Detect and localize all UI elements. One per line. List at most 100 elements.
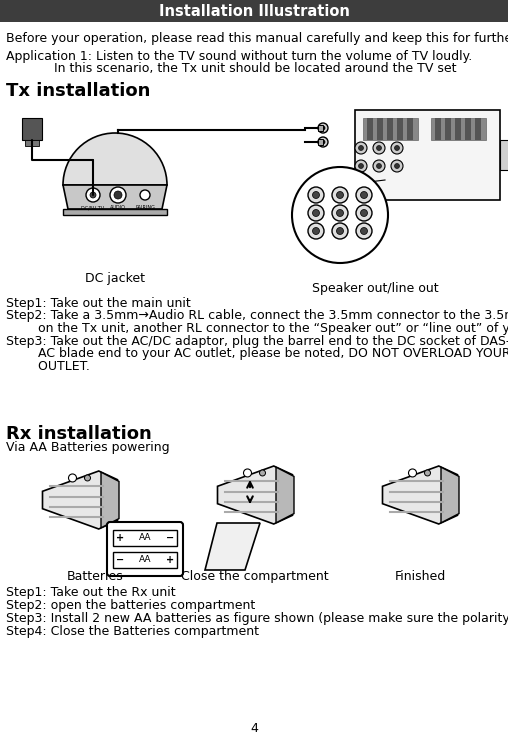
Text: −: − xyxy=(116,555,124,565)
Text: Rx installation: Rx installation xyxy=(6,425,152,443)
Circle shape xyxy=(356,205,372,221)
Circle shape xyxy=(312,209,320,217)
Text: on the Tx unit, another RL connector to the “Speaker out” or “line out” of your : on the Tx unit, another RL connector to … xyxy=(6,322,508,335)
Circle shape xyxy=(373,142,385,154)
Text: In this scenario, the Tx unit should be located around the TV set: In this scenario, the Tx unit should be … xyxy=(6,62,457,75)
Text: Tx installation: Tx installation xyxy=(6,82,150,100)
Text: AUDIO: AUDIO xyxy=(110,205,126,210)
Text: Step1: Take out the Rx unit: Step1: Take out the Rx unit xyxy=(6,586,176,599)
Circle shape xyxy=(332,187,348,203)
FancyBboxPatch shape xyxy=(377,118,383,140)
Text: AA: AA xyxy=(139,556,151,564)
FancyBboxPatch shape xyxy=(397,118,403,140)
Circle shape xyxy=(308,187,324,203)
Circle shape xyxy=(336,228,343,234)
Circle shape xyxy=(312,192,320,198)
Polygon shape xyxy=(276,467,294,523)
FancyBboxPatch shape xyxy=(63,209,167,215)
FancyBboxPatch shape xyxy=(367,118,373,140)
Circle shape xyxy=(395,163,399,168)
Text: Step3: Install 2 new AA batteries as figure shown (please make sure the polarity: Step3: Install 2 new AA batteries as fig… xyxy=(6,612,508,625)
Circle shape xyxy=(140,190,150,200)
FancyBboxPatch shape xyxy=(445,118,451,140)
Text: −: − xyxy=(166,533,174,543)
FancyBboxPatch shape xyxy=(355,110,500,200)
Text: Step2: Take a 3.5mm→Audio RL cable, connect the 3.5mm connector to the 3.5mm soc: Step2: Take a 3.5mm→Audio RL cable, conn… xyxy=(6,310,508,323)
Circle shape xyxy=(260,470,266,476)
Circle shape xyxy=(321,140,325,144)
FancyBboxPatch shape xyxy=(475,118,481,140)
FancyBboxPatch shape xyxy=(500,140,508,170)
Circle shape xyxy=(391,160,403,172)
Circle shape xyxy=(292,167,388,263)
Text: AC blade end to your AC outlet, please be noted, DO NOT OVERLOAD YOUR AC: AC blade end to your AC outlet, please b… xyxy=(6,347,508,360)
Text: Step1: Take out the main unit: Step1: Take out the main unit xyxy=(6,297,190,310)
Circle shape xyxy=(336,192,343,198)
Wedge shape xyxy=(63,133,167,185)
FancyBboxPatch shape xyxy=(363,118,418,140)
Polygon shape xyxy=(441,467,459,523)
Circle shape xyxy=(361,228,367,234)
Text: Application 1: Listen to the TV sound without turn the volume of TV loudly.: Application 1: Listen to the TV sound wi… xyxy=(6,50,472,63)
Circle shape xyxy=(355,160,367,172)
FancyBboxPatch shape xyxy=(407,118,413,140)
Polygon shape xyxy=(205,523,260,570)
FancyBboxPatch shape xyxy=(431,118,486,140)
Circle shape xyxy=(356,187,372,203)
Circle shape xyxy=(359,163,364,168)
Circle shape xyxy=(86,188,100,202)
FancyBboxPatch shape xyxy=(465,118,471,140)
Text: Speaker out/line out: Speaker out/line out xyxy=(312,282,438,295)
FancyBboxPatch shape xyxy=(113,530,177,546)
Text: Installation Illustration: Installation Illustration xyxy=(158,4,350,18)
Text: Step4: Close the Batteries compartment: Step4: Close the Batteries compartment xyxy=(6,625,259,638)
Text: 4: 4 xyxy=(250,722,258,732)
Circle shape xyxy=(114,191,122,199)
Circle shape xyxy=(110,187,126,203)
FancyBboxPatch shape xyxy=(113,552,177,568)
Text: Step3: Take out the AC/DC adaptor, plug the barrel end to the DC socket of DAS-2: Step3: Take out the AC/DC adaptor, plug … xyxy=(6,335,508,348)
Text: +: + xyxy=(116,533,124,543)
Circle shape xyxy=(361,192,367,198)
Text: DC/5V TV: DC/5V TV xyxy=(81,205,105,210)
Circle shape xyxy=(355,142,367,154)
Circle shape xyxy=(361,209,367,217)
FancyBboxPatch shape xyxy=(0,0,508,22)
Circle shape xyxy=(408,469,417,477)
Circle shape xyxy=(308,205,324,221)
FancyBboxPatch shape xyxy=(25,140,39,146)
Circle shape xyxy=(332,223,348,239)
Text: Finished: Finished xyxy=(394,570,446,583)
Circle shape xyxy=(376,163,382,168)
FancyBboxPatch shape xyxy=(435,118,441,140)
Circle shape xyxy=(243,469,251,477)
Circle shape xyxy=(308,223,324,239)
Text: OUTLET.: OUTLET. xyxy=(6,359,90,373)
Text: Close the compartment: Close the compartment xyxy=(181,570,329,583)
Polygon shape xyxy=(43,471,117,529)
Polygon shape xyxy=(217,466,293,524)
Text: +: + xyxy=(166,555,174,565)
Circle shape xyxy=(332,205,348,221)
Circle shape xyxy=(321,126,325,130)
FancyBboxPatch shape xyxy=(318,125,323,131)
Circle shape xyxy=(356,223,372,239)
Text: Batteries: Batteries xyxy=(67,570,123,583)
Circle shape xyxy=(425,470,430,476)
Polygon shape xyxy=(383,466,458,524)
Circle shape xyxy=(69,474,77,482)
Circle shape xyxy=(318,123,328,133)
Text: AA: AA xyxy=(139,534,151,542)
Circle shape xyxy=(318,137,328,147)
FancyBboxPatch shape xyxy=(107,522,183,576)
Text: Via AA Batteries powering: Via AA Batteries powering xyxy=(6,441,170,454)
Circle shape xyxy=(391,142,403,154)
Circle shape xyxy=(373,160,385,172)
FancyBboxPatch shape xyxy=(22,118,42,140)
Circle shape xyxy=(90,192,96,198)
FancyBboxPatch shape xyxy=(387,118,393,140)
FancyBboxPatch shape xyxy=(455,118,461,140)
FancyBboxPatch shape xyxy=(318,139,323,145)
Circle shape xyxy=(395,146,399,151)
Circle shape xyxy=(84,475,90,481)
